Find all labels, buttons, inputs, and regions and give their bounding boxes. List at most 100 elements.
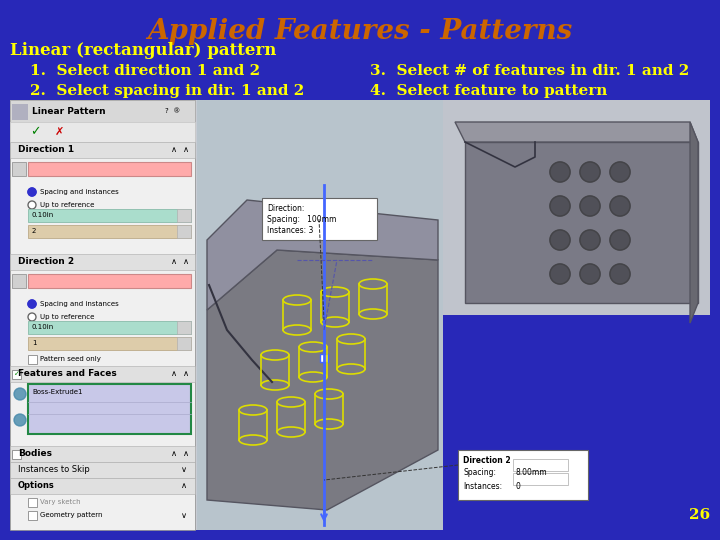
Text: Up to reference: Up to reference [40, 202, 94, 208]
Bar [28, 511, 37, 520]
Text: ∧: ∧ [183, 449, 189, 458]
Bar [12, 370, 21, 379]
Bar [10, 462, 195, 478]
Bar [28, 384, 191, 434]
Circle shape [28, 188, 36, 196]
Polygon shape [455, 122, 698, 142]
Circle shape [550, 196, 570, 216]
Text: Instances to Skip: Instances to Skip [18, 465, 90, 475]
Text: Instances: 3: Instances: 3 [267, 226, 313, 235]
Bar [177, 337, 191, 350]
Text: Direction 2: Direction 2 [18, 258, 74, 267]
Circle shape [610, 196, 630, 216]
Bar [28, 225, 191, 238]
Bar [443, 315, 710, 530]
Bar [28, 498, 37, 507]
Text: ✓: ✓ [30, 125, 40, 138]
Bar [513, 473, 568, 485]
Text: 2.  Select spacing in dir. 1 and 2: 2. Select spacing in dir. 1 and 2 [30, 84, 305, 98]
Polygon shape [207, 200, 438, 310]
Text: Spacing and instances: Spacing and instances [40, 189, 119, 195]
Bar [458, 450, 588, 500]
Circle shape [28, 201, 36, 209]
Text: ✗: ✗ [55, 127, 64, 137]
Text: Direction 1: Direction 1 [18, 145, 74, 154]
Text: 26: 26 [689, 508, 710, 522]
Bar [10, 366, 195, 382]
Bar [28, 209, 191, 222]
Polygon shape [207, 250, 438, 510]
Bar [177, 225, 191, 238]
Text: Vary sketch: Vary sketch [40, 499, 81, 505]
Circle shape [14, 388, 26, 400]
Bar [10, 100, 710, 530]
Text: Direction 2: Direction 2 [463, 456, 510, 465]
Bar [28, 337, 191, 350]
Bar [197, 100, 443, 530]
Circle shape [580, 162, 600, 182]
Text: Options: Options [18, 482, 55, 490]
Text: ∧: ∧ [183, 145, 189, 154]
Text: Bodies: Bodies [18, 449, 52, 458]
Circle shape [550, 264, 570, 284]
Text: ∧: ∧ [171, 369, 177, 379]
Text: Geometry pattern: Geometry pattern [40, 512, 102, 518]
Text: 1.  Select direction 1 and 2: 1. Select direction 1 and 2 [30, 64, 260, 78]
Circle shape [580, 264, 600, 284]
Bar [10, 100, 195, 122]
Circle shape [550, 162, 570, 182]
Bar [28, 355, 37, 364]
Bar [10, 122, 195, 142]
Circle shape [28, 313, 36, 321]
Text: Spacing:: Spacing: [463, 468, 496, 477]
Circle shape [550, 230, 570, 250]
Bar [177, 321, 191, 334]
Bar [10, 446, 195, 462]
Text: Spacing:   100mm: Spacing: 100mm [267, 215, 336, 224]
Text: 0.10in: 0.10in [32, 324, 54, 330]
Text: ∧: ∧ [183, 369, 189, 379]
Text: ✓: ✓ [14, 371, 20, 377]
Text: Spacing and instances: Spacing and instances [40, 301, 119, 307]
Bar [28, 321, 191, 334]
Circle shape [580, 196, 600, 216]
Text: ?  ®: ? ® [165, 108, 181, 114]
Text: ∧: ∧ [171, 145, 177, 154]
Circle shape [28, 300, 36, 308]
Bar [12, 274, 26, 288]
Bar [262, 198, 377, 240]
Text: Linear Pattern: Linear Pattern [32, 106, 106, 116]
Text: Linear (rectangular) pattern: Linear (rectangular) pattern [10, 42, 276, 59]
Bar [12, 104, 28, 120]
Text: Boss-Extrude1: Boss-Extrude1 [32, 389, 83, 395]
Circle shape [610, 264, 630, 284]
Bar [28, 274, 191, 288]
Polygon shape [465, 142, 698, 303]
Circle shape [610, 162, 630, 182]
Bar [10, 142, 195, 158]
Text: 8.00mm: 8.00mm [516, 468, 548, 477]
Text: Instances:: Instances: [463, 482, 502, 491]
Circle shape [610, 230, 630, 250]
Text: ∧: ∧ [171, 449, 177, 458]
Text: Up to reference: Up to reference [40, 314, 94, 320]
Text: 0: 0 [516, 482, 521, 491]
Bar [28, 162, 191, 176]
Text: Direction:: Direction: [267, 204, 305, 213]
Text: 0.10in: 0.10in [32, 212, 54, 218]
Bar [443, 100, 710, 315]
Bar [320, 354, 328, 362]
Text: ∧: ∧ [171, 258, 177, 267]
Text: ∧: ∧ [183, 258, 189, 267]
Text: Applied Features - Patterns: Applied Features - Patterns [148, 18, 572, 45]
Text: 3.  Select # of features in dir. 1 and 2: 3. Select # of features in dir. 1 and 2 [370, 64, 689, 78]
Bar [12, 450, 21, 459]
Text: 2: 2 [32, 228, 37, 234]
Bar [513, 459, 568, 471]
Text: ∨: ∨ [181, 465, 187, 475]
Circle shape [14, 414, 26, 426]
Circle shape [580, 230, 600, 250]
Bar [177, 209, 191, 222]
Bar [10, 478, 195, 494]
Bar [10, 254, 195, 270]
